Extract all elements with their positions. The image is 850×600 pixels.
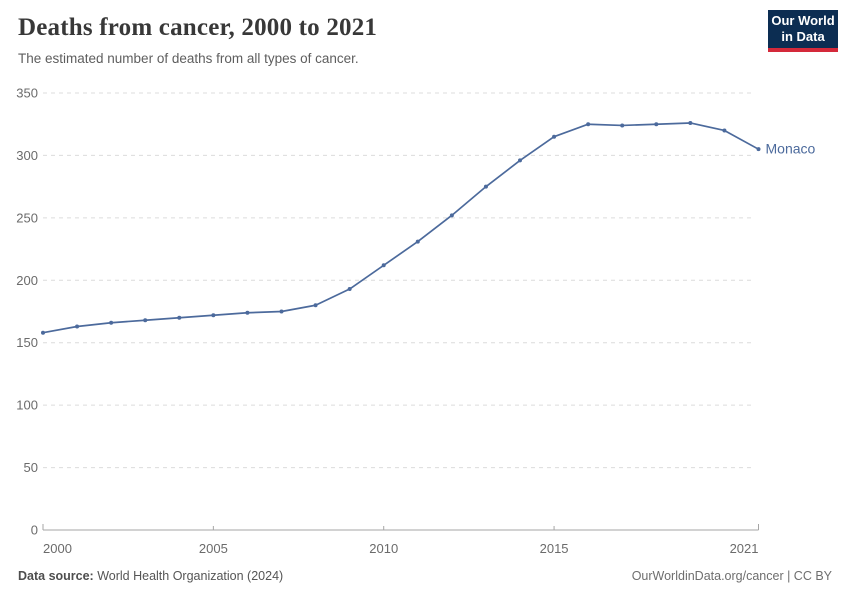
- data-point: [415, 239, 420, 244]
- data-point: [381, 263, 386, 268]
- data-point: [518, 158, 522, 163]
- chart-title: Deaths from cancer, 2000 to 2021: [18, 14, 378, 41]
- owid-logo[interactable]: Our World in Data: [768, 10, 838, 52]
- data-point: [688, 120, 693, 125]
- chart-footer: Data source: World Health Organization (…: [18, 569, 832, 583]
- data-point: [177, 315, 182, 320]
- x-tick-label: 2010: [369, 541, 398, 556]
- data-source-label: Data source:: [18, 569, 94, 583]
- data-point: [143, 318, 148, 323]
- x-tick-label: 2021: [730, 541, 759, 556]
- x-tick-label: 2015: [540, 541, 569, 556]
- data-source-value: World Health Organization (2024): [93, 569, 284, 583]
- series-end-label: Monaco: [766, 141, 816, 157]
- x-tick-labels: 2000 2005 2010 2015 2021: [43, 541, 759, 556]
- x-tick-label: 2000: [43, 541, 72, 556]
- series-points: [41, 120, 761, 335]
- y-tick-label: 300: [16, 148, 38, 163]
- y-tick-labels: 0 50 100 150 200 250 300 350: [16, 86, 38, 538]
- data-point: [654, 122, 659, 127]
- data-point: [245, 310, 250, 315]
- y-tick-label: 50: [24, 460, 38, 475]
- data-point: [109, 320, 114, 325]
- data-point: [620, 123, 625, 128]
- chart-subtitle: The estimated number of deaths from all …: [18, 51, 359, 66]
- y-tick-label: 200: [16, 273, 38, 288]
- y-tick-label: 350: [16, 86, 38, 101]
- owid-logo-line2: in Data: [781, 29, 825, 44]
- data-source-note: Data source: World Health Organization (…: [18, 569, 283, 583]
- data-point: [586, 122, 591, 127]
- data-point: [552, 134, 557, 139]
- y-tick-label: 100: [16, 398, 38, 413]
- data-point: [483, 184, 488, 189]
- x-tick-label: 2005: [199, 541, 228, 556]
- y-gridlines: [43, 92, 753, 469]
- data-point: [722, 128, 727, 133]
- data-point: [756, 147, 761, 152]
- data-point: [75, 324, 80, 329]
- y-tick-label: 250: [16, 210, 38, 225]
- data-point: [449, 213, 454, 218]
- data-point: [313, 303, 318, 308]
- owid-citation-link[interactable]: OurWorldinData.org/cancer | CC BY: [631, 569, 832, 583]
- owid-logo-line1: Our World: [771, 13, 835, 28]
- y-tick-label: 0: [31, 523, 38, 538]
- series-line: [42, 122, 760, 334]
- data-point: [279, 309, 284, 314]
- data-point: [347, 287, 352, 292]
- data-point: [41, 330, 45, 335]
- y-tick-label: 150: [16, 335, 38, 350]
- x-axis: [42, 524, 759, 531]
- data-point: [211, 313, 216, 318]
